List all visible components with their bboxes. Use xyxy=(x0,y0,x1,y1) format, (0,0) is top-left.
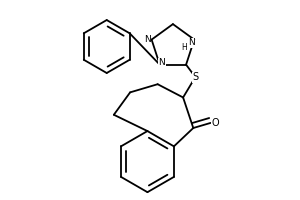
Text: N: N xyxy=(158,58,165,67)
Text: O: O xyxy=(212,118,220,128)
Text: S: S xyxy=(192,72,198,82)
Text: N: N xyxy=(188,38,194,47)
Text: H: H xyxy=(181,43,187,52)
Text: N: N xyxy=(144,35,151,44)
